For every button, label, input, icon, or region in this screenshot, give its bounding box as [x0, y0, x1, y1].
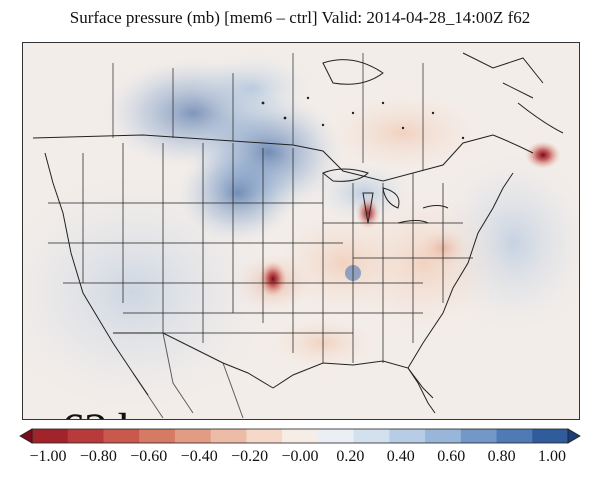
colorbar-tick-label: 0.20: [336, 448, 365, 465]
gulf-coast: [272, 360, 434, 399]
colorbar-segment: [210, 429, 247, 443]
lake-markers: [261, 96, 465, 140]
colorbar-segments: [32, 429, 569, 443]
lake-superior: [322, 168, 369, 182]
colorbar-tick-label: 0.80: [487, 448, 516, 465]
anomaly-canada-far: [193, 53, 313, 123]
us-mexico-border: [113, 332, 274, 389]
colorbar-segment: [103, 429, 140, 443]
colorbar-segment: [460, 429, 498, 443]
atlantic-coast: [407, 172, 514, 369]
arctic-islands: [462, 52, 544, 99]
pressure-difference-map: 62 hr: [22, 42, 580, 420]
colorbar-tick-label: −0.20: [231, 448, 269, 465]
colorbar-tick-label: −0.80: [79, 448, 117, 465]
colorbar-extend-max: [567, 428, 581, 444]
colorbar-segment: [139, 429, 176, 443]
colorbar: [19, 428, 581, 444]
map-title: Surface pressure (mb) [mem6 – ctrl] Vali…: [69, 8, 531, 27]
colorbar-segment: [67, 429, 104, 443]
anomaly-plains-north: [178, 143, 298, 243]
province-lines: [112, 53, 424, 171]
maritimes-coast: [492, 102, 564, 154]
anomaly-oklahoma-low: [259, 261, 287, 297]
state-lines-horizontal: [48, 202, 473, 334]
lake-michigan: [362, 192, 374, 224]
lake-ontario: [422, 205, 449, 209]
hudson-bay: [322, 59, 384, 85]
colorbar-segment: [282, 429, 319, 443]
anomaly-quebec: [313, 88, 493, 178]
colorbar-tick-label: −0.00: [281, 448, 319, 465]
colorbar-segment: [425, 429, 462, 443]
mexico-lines: [132, 332, 244, 419]
pacific-coast: [44, 152, 149, 396]
colorbar-segment: [496, 429, 533, 443]
colorbar-tick-label: −1.00: [29, 448, 67, 465]
lake-erie: [397, 220, 429, 224]
colorbar-tick-labels: −1.00 −0.80 −0.60 −0.40 −0.20 −0.00 0.20 0.40 0.…: [0, 448, 600, 472]
political-boundaries: [32, 52, 564, 419]
lake-huron: [382, 187, 400, 209]
colorbar-segment: [389, 429, 426, 443]
colorbar-outline: [31, 428, 569, 444]
colorbar-tick-label: −0.60: [130, 448, 168, 465]
colorbar-segment: [317, 429, 355, 443]
map-canvas: [23, 43, 579, 419]
colorbar-tick-label: 0.40: [386, 448, 415, 465]
florida-coast: [407, 367, 436, 414]
anomaly-atlantic-low: [525, 141, 561, 169]
colorbar-tick-label: 0.60: [437, 448, 466, 465]
anomaly-lake-michigan-low: [356, 197, 380, 229]
colorbar-segment: [246, 429, 283, 443]
colorbar-segment: [353, 429, 390, 443]
colorbar-extend-min: [19, 428, 33, 444]
colorbar-segment: [532, 429, 569, 443]
colorbar-tick-label: −0.40: [180, 448, 218, 465]
colorbar-tick-label: 1.00: [538, 448, 566, 465]
colorbar-segment: [174, 429, 212, 443]
forecast-hour-label: 62 hr: [61, 403, 157, 419]
colorbar-segment: [32, 429, 69, 443]
us-canada-border: [32, 134, 494, 182]
